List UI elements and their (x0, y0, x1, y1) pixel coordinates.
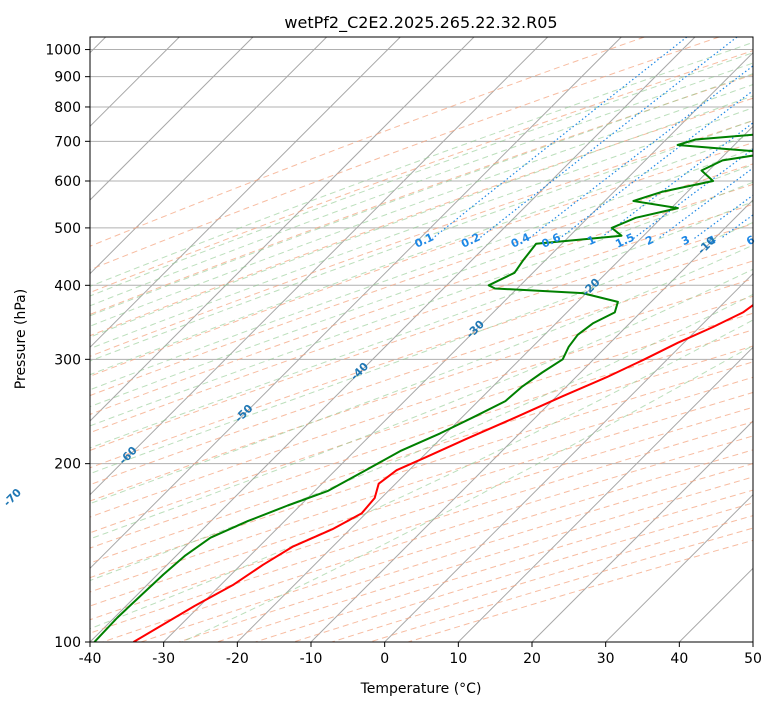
dry-adiabat-line (90, 37, 645, 247)
isotherm-line (90, 37, 254, 201)
y-tick-label: 100 (54, 635, 81, 651)
background-lines (90, 37, 753, 642)
y-tick-label: 900 (54, 70, 81, 86)
x-tick-label: -40 (79, 651, 102, 667)
dry-adiabat-line (178, 463, 753, 642)
x-tick-label: -20 (226, 651, 249, 667)
x-tick-label: 0 (380, 651, 389, 667)
moist-adiabat-line (90, 293, 753, 582)
dry-adiabat-line (90, 223, 753, 451)
sounding-lines (93, 133, 753, 642)
sounding-series-0 (132, 303, 753, 642)
dry-adiabat-line (217, 476, 753, 642)
y-tick-label: 600 (54, 174, 81, 190)
moist-adiabat-line (90, 62, 753, 307)
moist-adiabat-line (90, 52, 753, 297)
x-tick-label: 20 (523, 651, 541, 667)
moist-adiabat-line (90, 84, 753, 327)
y-tick-label: 200 (54, 457, 81, 473)
x-tick-label: 10 (449, 651, 467, 667)
isotherm-line (457, 346, 753, 642)
sounding-series-1 (93, 133, 753, 642)
moist-adiabat-line (90, 181, 753, 427)
x-tick-label: 30 (597, 651, 615, 667)
line-labels: 0.10.20.40.611.52346-100-90-80-70-60-50-… (1, 230, 757, 509)
dry-adiabat-line (90, 97, 753, 337)
moist-adiabat-line (90, 119, 753, 362)
y-tick-label: 300 (54, 352, 81, 368)
moist-adiabat-line (90, 41, 753, 287)
mixing-ratio-line (694, 194, 753, 239)
mixing-ratio-line (599, 122, 753, 239)
moist-adiabat-line (90, 107, 753, 350)
moist-adiabat-line (90, 200, 753, 449)
y-axis-label: Pressure (hPa) (13, 289, 29, 389)
x-tick-label: 40 (670, 651, 688, 667)
mixing-ratio-line (559, 89, 753, 239)
moist-adiabat-line (90, 73, 753, 317)
moist-adiabat-line (90, 133, 753, 376)
moist-adiabat-line (90, 148, 753, 391)
dry-adiabat-line (90, 142, 753, 377)
dry-adiabat-line (90, 376, 753, 593)
dry-adiabat-line (90, 163, 753, 397)
y-tick-label: 1000 (45, 43, 81, 59)
isotherm-line (90, 37, 328, 275)
chart-title: wetPf2_C2E2.2025.265.22.32.R05 (284, 13, 557, 33)
isotherm-line (90, 37, 549, 496)
dry-adiabat-line (90, 183, 753, 415)
isotherm-line (531, 420, 753, 642)
isotherm-line (605, 493, 753, 642)
dry-adiabat-line (90, 329, 753, 549)
y-tick-label: 700 (54, 134, 81, 150)
plot-frame (89, 36, 754, 643)
axis-ticks: -40 -30 -20 -10 0 10 20 30 40 50 100 200 300 400 500 60… (45, 43, 762, 667)
dry-adiabat-line (140, 449, 753, 642)
dry-adiabat-line (331, 515, 753, 642)
x-axis-label: Temperature (°C) (360, 681, 482, 697)
y-tick-label: 800 (54, 100, 81, 116)
dry-adiabat-line (255, 489, 753, 642)
dry-adiabat-line (90, 120, 753, 357)
mixing-ratio-line (633, 148, 753, 239)
dry-adiabat-line (90, 37, 720, 271)
mixing-ratio-line (478, 37, 738, 239)
isotherm-line (90, 37, 622, 570)
y-tick-label: 400 (54, 278, 81, 294)
y-tick-label: 500 (54, 221, 81, 237)
plot-background (90, 37, 753, 642)
dry-adiabat-line (90, 203, 753, 434)
dry-adiabat-line (293, 502, 753, 642)
dry-adiabat-line (90, 345, 753, 564)
x-tick-label: -30 (152, 651, 175, 667)
moist-adiabat-line (90, 268, 753, 540)
isotherm-line (90, 37, 696, 642)
x-tick-label: -10 (300, 651, 323, 667)
x-tick-label: 50 (744, 651, 762, 667)
isotherm-line (90, 37, 401, 349)
isotherm-line (310, 199, 753, 642)
isotherm-line (90, 37, 475, 422)
